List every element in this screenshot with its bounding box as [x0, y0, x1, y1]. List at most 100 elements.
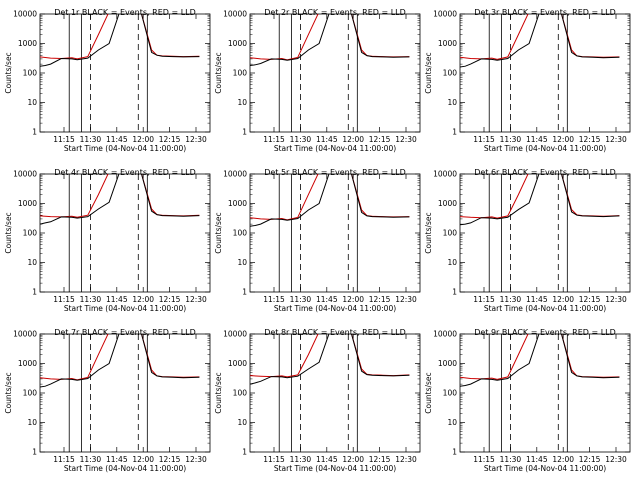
y-tick-label: 100 — [23, 69, 38, 78]
y-tick-label: 1 — [452, 128, 457, 137]
y-tick-label: 10000 — [433, 170, 457, 179]
x-tick-label: 12:30 — [605, 135, 627, 144]
y-tick-label: 10 — [447, 418, 457, 427]
chart-panel-2: 1 10 100 1000 10000 11:15 11:30 11:45 12:00 12:15… — [214, 8, 421, 153]
x-tick-label: 12:00 — [132, 455, 154, 464]
chart-title: Det 7r BLACK = Events, RED = LLD — [54, 328, 196, 337]
chart-panel-5: 1 10 100 1000 10000 11:15 11:30 11:45 12:00 12:15… — [214, 168, 421, 313]
x-tick-label: 11:30 — [290, 295, 312, 304]
x-tick-label: 11:30 — [80, 135, 102, 144]
y-axis-label: Counts/sec — [214, 52, 223, 93]
y-tick-label: 1 — [32, 448, 37, 457]
events-series-line — [460, 174, 620, 226]
x-tick-label: 11:45 — [526, 455, 548, 464]
y-axis-label: Counts/sec — [214, 372, 223, 413]
x-tick-label: 11:45 — [106, 295, 128, 304]
plot-frame — [249, 173, 421, 293]
y-axis-label: Counts/sec — [424, 372, 433, 413]
x-tick-label: 12:15 — [579, 295, 601, 304]
events-series-line — [40, 174, 200, 225]
y-axis-label: Counts/sec — [424, 212, 433, 253]
y-tick-label: 10000 — [13, 10, 37, 19]
x-tick-label: 12:00 — [342, 295, 364, 304]
events-series-line — [40, 334, 200, 388]
x-tick-label: 11:15 — [53, 455, 75, 464]
x-tick-label: 11:45 — [316, 135, 338, 144]
x-tick-label: 11:45 — [316, 295, 338, 304]
plot-frame — [459, 333, 631, 453]
y-tick-label: 100 — [23, 389, 38, 398]
x-axis-label: Start Time (04-Nov-04 11:00:00) — [274, 144, 396, 153]
y-tick-label: 100 — [443, 229, 458, 238]
x-tick-label: 12:15 — [159, 455, 181, 464]
y-tick-label: 1 — [32, 288, 37, 297]
y-axis-label: Counts/sec — [4, 52, 13, 93]
y-tick-label: 1000 — [18, 39, 37, 48]
x-tick-label: 12:30 — [605, 295, 627, 304]
y-tick-label: 1000 — [228, 39, 247, 48]
x-tick-label: 12:00 — [552, 135, 574, 144]
y-tick-label: 10000 — [13, 330, 37, 339]
x-axis-label: Start Time (04-Nov-04 11:00:00) — [484, 304, 606, 313]
x-tick-label: 11:15 — [263, 455, 285, 464]
x-axis-label: Start Time (04-Nov-04 11:00:00) — [64, 464, 186, 473]
x-tick-label: 11:15 — [53, 135, 75, 144]
y-tick-label: 1 — [452, 288, 457, 297]
y-tick-label: 10 — [237, 418, 247, 427]
chart-title: Det 2r BLACK = Events, RED = LLD — [264, 8, 406, 17]
x-tick-label: 12:00 — [552, 295, 574, 304]
y-tick-label: 1000 — [228, 199, 247, 208]
chart-title: Det 8r BLACK = Events, RED = LLD — [264, 328, 406, 337]
y-axis-label: Counts/sec — [214, 212, 223, 253]
chart-panel-3: 1 10 100 1000 10000 11:15 11:30 11:45 12:00 12:15… — [424, 8, 631, 153]
x-tick-label: 12:15 — [579, 455, 601, 464]
x-tick-label: 12:15 — [159, 295, 181, 304]
y-axis-label: Counts/sec — [424, 52, 433, 93]
y-tick-label: 10 — [27, 418, 37, 427]
y-tick-label: 10 — [27, 258, 37, 267]
events-series-line — [460, 334, 620, 387]
chart-title: Det 5r BLACK = Events, RED = LLD — [264, 168, 406, 177]
x-tick-label: 12:00 — [342, 455, 364, 464]
x-tick-label: 12:00 — [552, 455, 574, 464]
y-tick-label: 1 — [242, 288, 247, 297]
x-tick-label: 11:15 — [53, 295, 75, 304]
x-tick-label: 11:45 — [526, 295, 548, 304]
y-tick-label: 100 — [443, 389, 458, 398]
chart-panel-4: 1 10 100 1000 10000 11:15 11:30 11:45 12:00 12:15… — [4, 168, 211, 313]
x-tick-label: 11:15 — [263, 135, 285, 144]
y-tick-label: 100 — [23, 229, 38, 238]
y-tick-label: 1000 — [438, 359, 457, 368]
x-tick-label: 12:00 — [132, 295, 154, 304]
events-series-line — [40, 14, 200, 67]
plot-frame — [249, 333, 421, 453]
chart-title: Det 6r BLACK = Events, RED = LLD — [474, 168, 616, 177]
plot-frame — [459, 13, 631, 133]
x-tick-label: 11:30 — [500, 455, 522, 464]
x-tick-label: 12:30 — [395, 135, 417, 144]
chart-title: Det 9r BLACK = Events, RED = LLD — [474, 328, 616, 337]
chart-panel-8: 1 10 100 1000 10000 11:15 11:30 11:45 12:00 12:15… — [214, 328, 421, 473]
x-tick-label: 12:30 — [185, 295, 207, 304]
y-tick-label: 10 — [27, 98, 37, 107]
x-tick-label: 12:15 — [369, 295, 391, 304]
y-tick-label: 100 — [233, 389, 248, 398]
x-tick-label: 11:30 — [500, 295, 522, 304]
y-tick-label: 10000 — [433, 10, 457, 19]
x-tick-label: 12:15 — [579, 135, 601, 144]
x-tick-label: 11:30 — [80, 455, 102, 464]
x-axis-label: Start Time (04-Nov-04 11:00:00) — [64, 144, 186, 153]
y-tick-label: 1000 — [228, 359, 247, 368]
x-tick-label: 11:45 — [106, 135, 128, 144]
plot-frame — [39, 173, 211, 293]
y-tick-label: 10000 — [223, 170, 247, 179]
x-axis-label: Start Time (04-Nov-04 11:00:00) — [484, 464, 606, 473]
events-series-line — [460, 14, 620, 68]
x-axis-label: Start Time (04-Nov-04 11:00:00) — [274, 464, 396, 473]
x-tick-label: 12:30 — [395, 455, 417, 464]
x-tick-label: 11:30 — [500, 135, 522, 144]
events-series-line — [250, 174, 410, 227]
y-tick-label: 1000 — [438, 199, 457, 208]
